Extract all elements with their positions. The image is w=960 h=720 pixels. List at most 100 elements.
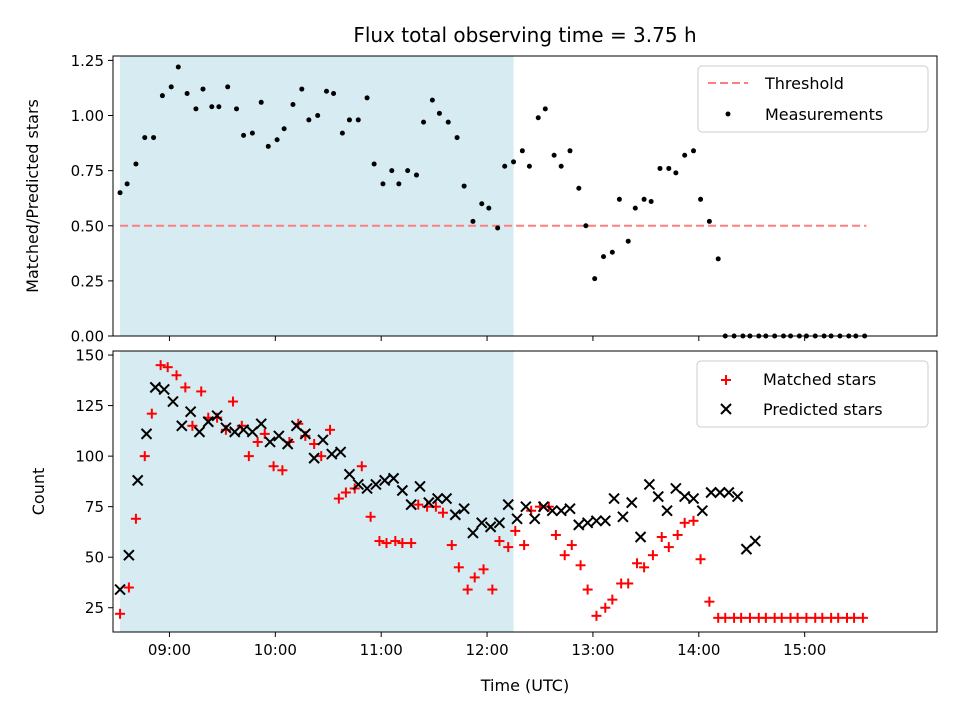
predicted-star-point <box>352 478 364 491</box>
predicted-star-point <box>484 521 497 533</box>
matched-star-point <box>591 610 602 621</box>
predicted-star-point <box>537 500 550 513</box>
predicted-star-point <box>237 424 250 436</box>
predicted-star-point <box>423 496 435 509</box>
predicted-star-point <box>396 484 409 497</box>
predicted-star-point <box>626 496 638 509</box>
predicted-star-point <box>431 492 444 505</box>
y-tick-label: 1.00 <box>71 107 104 125</box>
measurement-point <box>168 84 174 90</box>
matched-star-point <box>437 507 448 518</box>
chart-title: Flux total observing time = 3.75 h <box>353 23 696 47</box>
measurement-point <box>265 143 271 149</box>
predicted-star-point <box>749 535 761 547</box>
matched-star-point <box>776 612 787 623</box>
predicted-star-point <box>229 426 241 438</box>
matched-star-point <box>325 424 336 435</box>
predicted-star-point <box>546 504 559 517</box>
predicted-star-point <box>608 492 620 505</box>
matched-star-point <box>744 612 755 623</box>
predicted-star-point <box>387 472 400 485</box>
predicted-star-point <box>581 517 594 529</box>
y-tick-label: 1.25 <box>71 52 104 70</box>
x-axis-label: Time (UTC) <box>480 676 569 695</box>
y-tick-label: 0.50 <box>71 217 104 235</box>
measurement-point <box>436 110 442 116</box>
y-tick-label: 50 <box>85 549 104 567</box>
predicted-star-point <box>158 383 170 396</box>
predicted-star-point <box>379 474 391 487</box>
predicted-star-point <box>281 438 294 450</box>
matched-star-point <box>695 554 706 565</box>
matched-star-point <box>356 461 367 472</box>
predicted-star-point <box>643 478 656 491</box>
measurement-point <box>200 86 206 92</box>
measurement-point <box>495 225 501 231</box>
matched-star-point <box>130 513 141 524</box>
predicted-star-point <box>573 519 585 531</box>
predicted-star-point <box>502 498 514 511</box>
legend-threshold-label: Threshold <box>764 74 844 93</box>
predicted-star-point <box>405 498 417 511</box>
matched-star-point <box>462 584 473 595</box>
measurement-point <box>413 172 419 178</box>
measurement-point <box>216 104 222 110</box>
measurement-point <box>715 256 721 262</box>
matched-star-point <box>340 487 351 498</box>
predicted-star-point <box>149 381 162 394</box>
predicted-star-point <box>599 515 611 527</box>
predicted-star-point <box>714 486 726 499</box>
legend-matched-label: Matched stars <box>763 370 876 389</box>
matched-star-point <box>656 531 667 542</box>
matched-star-point <box>582 584 593 595</box>
measurement-point <box>421 119 427 125</box>
predicted-star-point <box>555 504 567 517</box>
x-tick-label: 11:00 <box>360 641 403 659</box>
measurement-point <box>380 181 386 187</box>
predicted-star-point <box>343 468 356 481</box>
matched-star-point <box>115 608 126 619</box>
predicted-star-point <box>123 549 135 561</box>
predicted-star-point <box>687 492 700 505</box>
matched-star-point <box>390 536 401 547</box>
predicted-star-point <box>308 452 320 464</box>
predicted-star-point <box>326 448 338 460</box>
measurement-point <box>225 84 231 90</box>
count-legend: Matched stars Predicted stars <box>696 360 929 428</box>
count-x-ticks: 09:00 10:00 11:00 12:00 13:00 14:00 15:00 <box>148 632 826 659</box>
x-tick-label: 12:00 <box>465 641 508 659</box>
measurement-point <box>124 181 130 187</box>
matched-star-point <box>469 572 480 583</box>
measurement-point <box>691 148 697 154</box>
predicted-star-point <box>661 504 673 517</box>
predicted-star-point <box>476 517 488 529</box>
predicted-star-point <box>299 428 312 440</box>
predicted-star-point <box>564 502 576 515</box>
y-tick-label: 125 <box>75 397 104 415</box>
predicted-star-point <box>370 478 382 491</box>
predicted-star-point <box>652 490 664 503</box>
measurement-point <box>511 159 517 165</box>
matched-star-point <box>478 564 489 575</box>
measurement-point <box>258 99 264 105</box>
predicted-star-point <box>246 426 259 438</box>
matched-star-point <box>171 370 182 381</box>
ratio-x-ticks <box>168 336 806 341</box>
matched-star-point <box>849 612 860 623</box>
measurement-point <box>542 106 548 112</box>
predicted-star-point <box>361 482 373 495</box>
measurement-point <box>632 205 638 211</box>
measurement-point <box>445 119 451 125</box>
measurement-point <box>592 276 598 282</box>
measurement-point <box>486 205 492 211</box>
ratio-legend-box <box>697 65 929 133</box>
ratio-y-axis-label: Matched/Predicted stars <box>23 99 42 293</box>
measurement-point <box>576 185 582 191</box>
predicted-star-point <box>670 482 682 495</box>
measurement-point <box>346 117 352 123</box>
y-tick-label: 0.00 <box>71 328 104 346</box>
count-legend-box <box>696 360 929 428</box>
measurement-point <box>142 135 148 141</box>
matched-star-point <box>374 536 385 547</box>
measurement-point <box>601 254 607 260</box>
